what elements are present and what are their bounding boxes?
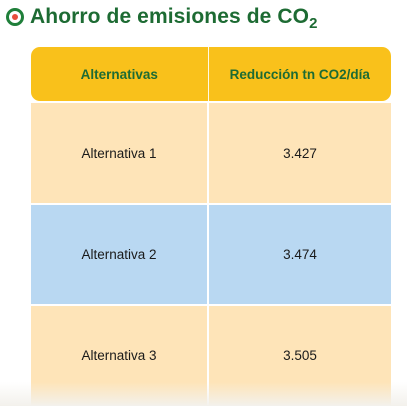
title-subscript: 2 (309, 15, 318, 32)
column-header-alternativas: Alternativas (80, 66, 158, 82)
section-header: Ahorro de emisiones de CO2 (6, 2, 318, 32)
emissions-table: Alternativas Reducción tn CO2/día Altern… (31, 47, 391, 405)
target-bullet-icon (6, 8, 24, 26)
cell-reduccion: 3.474 (209, 205, 391, 304)
page-title: Ahorro de emisiones de CO2 (30, 5, 318, 32)
bottom-shadow (0, 382, 407, 406)
header-divider (207, 47, 209, 101)
title-text: Ahorro de emisiones de CO (30, 5, 310, 28)
cell-alternativa: Alternativa 1 (31, 103, 207, 203)
table-header-row: Alternativas Reducción tn CO2/día (31, 47, 391, 101)
table-row: Alternativa 1 3.427 (31, 103, 391, 203)
cell-alternativa: Alternativa 2 (31, 205, 207, 304)
cell-reduccion: 3.427 (209, 103, 391, 203)
column-header-reduccion: Reducción tn CO2/día (229, 66, 370, 82)
table-row: Alternativa 2 3.474 (31, 205, 391, 304)
